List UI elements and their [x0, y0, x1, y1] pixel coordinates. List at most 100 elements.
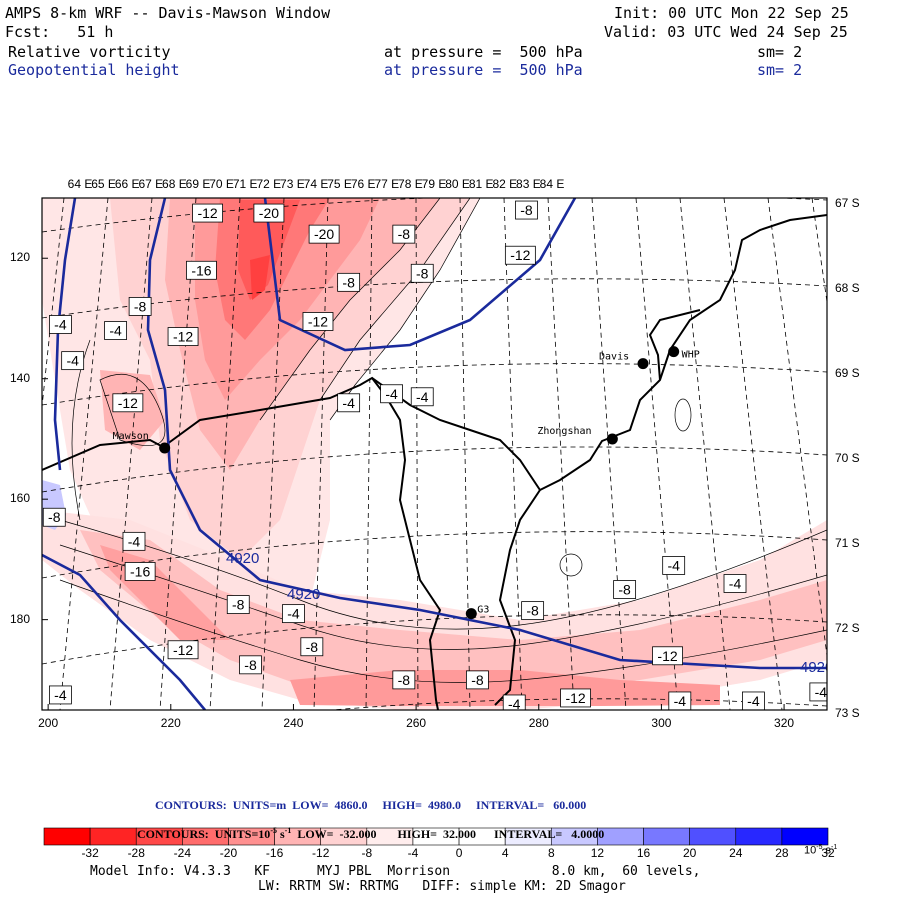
- vort-label-text: -16: [130, 563, 150, 579]
- vort-label-box: [652, 646, 683, 666]
- colorbar-unit-base: 10: [804, 844, 817, 857]
- vort-contour-b: [319, 198, 471, 401]
- field1-level: at pressure = 500 hPa: [384, 43, 583, 61]
- model-physics: LW: RRTM SW: RRTMG DIFF: simple KM: 2D S…: [258, 879, 626, 894]
- vort-label-text: -4: [385, 386, 398, 402]
- x-tick-label: 220: [160, 716, 181, 730]
- vort-label-box: [392, 670, 416, 690]
- vort-label: -8: [466, 670, 489, 690]
- vort-info-tail: LOW= -32.000 HIGH= 32.000 INTERVAL= 4.00…: [291, 827, 605, 841]
- vort-label: -4: [380, 384, 403, 404]
- model-info: Model Info: V4.3.3 KF MYJ PBL Morrison 8…: [90, 864, 701, 879]
- vort-label-text: -8: [306, 639, 319, 655]
- lon-label: 67 E: [138, 177, 164, 191]
- lon-label: 77 E: [374, 177, 400, 191]
- vort-contour-d: [59, 519, 827, 630]
- vort-label-box: [104, 321, 127, 340]
- lon-label: 76 E: [350, 177, 376, 191]
- station-dot: [465, 608, 477, 620]
- lon-label: 71 E: [232, 177, 258, 191]
- station-dot: [637, 358, 649, 370]
- vort-label-box: [42, 507, 66, 527]
- station-label: Zhongshan: [537, 426, 591, 437]
- init-time: Init: 00 UTC Mon 22 Sep 25: [614, 4, 849, 22]
- vort-label-box: [302, 312, 334, 331]
- vort-label-box: [723, 574, 747, 593]
- station-label: Davis: [599, 352, 629, 363]
- vort-label: -20: [253, 203, 285, 223]
- colorbar: [43, 827, 829, 846]
- x-tick-label: 280: [528, 716, 549, 730]
- height-label-4920-c: 4920: [800, 659, 833, 676]
- lon-label: 65 E: [91, 177, 116, 191]
- meridian-68e: [209, 198, 241, 710]
- station-label: WHP: [682, 350, 700, 361]
- colorbar-tick-label: -16: [265, 846, 284, 860]
- meridian-65e: [59, 198, 109, 710]
- parallel-71s: [42, 531, 827, 579]
- vort-info-s: s: [276, 827, 285, 841]
- vort-label: -8: [300, 637, 324, 657]
- x-tick-label: 320: [774, 716, 795, 730]
- map-frame: [41, 197, 828, 711]
- vort-label: -8: [521, 601, 545, 621]
- vort-contour-oval: [674, 398, 692, 432]
- x-tick-label: 260: [406, 716, 427, 730]
- vort-label: -4: [48, 315, 72, 334]
- vort-label-text: -20: [314, 226, 334, 242]
- vort-label-box: [61, 351, 85, 371]
- lon-label: 72 E: [256, 177, 282, 191]
- valid-time: Valid: 03 UTC Wed 24 Sep 25: [604, 23, 848, 41]
- meridian-72e: [415, 198, 419, 710]
- parallel-73s: [327, 698, 827, 710]
- parallel-67s: [42, 198, 827, 233]
- lat-label: 67 S: [835, 196, 860, 210]
- vort-label: -16: [124, 562, 156, 581]
- station-label: G3: [477, 605, 489, 616]
- vort-label-text: -8: [526, 603, 539, 619]
- colorbar-tick-label: 0: [455, 846, 463, 860]
- vort-info-exp: -5: [270, 826, 277, 835]
- meridian-71e: [365, 198, 373, 710]
- vort-label: -12: [112, 393, 144, 413]
- lon-label: 83 E: [516, 177, 541, 191]
- colorbar-swatch: [781, 827, 829, 846]
- vort-label-box: [300, 637, 324, 657]
- lon-label: 81 E: [468, 177, 494, 191]
- vort-label-box: [253, 203, 285, 223]
- vort-label: -4: [742, 691, 765, 710]
- lon-label: 82 E: [492, 177, 518, 191]
- lon-label: 78 E: [398, 177, 423, 191]
- colorbar-tick-label: -20: [219, 846, 238, 860]
- vort-label-box: [48, 685, 72, 705]
- vort-label-box: [560, 688, 591, 708]
- meridian-79e: [723, 198, 783, 710]
- vort-label-box: [122, 531, 146, 551]
- vort-label-box: [337, 272, 361, 292]
- vort-label-text: -4: [815, 684, 828, 700]
- x-tick-label: 240: [283, 716, 304, 730]
- height-contour-sw: [42, 553, 206, 710]
- vort-contour-g: [99, 373, 166, 447]
- colorbar-tick-label: 16: [636, 846, 651, 860]
- vort-label: -8: [42, 507, 66, 527]
- vort-label-text: -20: [259, 205, 279, 221]
- vort-label-box: [613, 580, 637, 599]
- station-dot: [606, 433, 618, 445]
- vort-label-text: -4: [667, 557, 680, 573]
- vort-label: -4: [48, 685, 72, 705]
- vort-label: -4: [410, 387, 434, 407]
- vort-info-units: CONTOURS: UNITS=10: [137, 827, 271, 841]
- vort-label: -4: [104, 321, 127, 340]
- vort-label-text: -4: [128, 533, 141, 549]
- station-dot: [668, 346, 680, 358]
- vort-label-box: [167, 327, 199, 346]
- meridian-77e: [635, 198, 679, 710]
- vort-label: -8: [128, 297, 152, 316]
- vort-label-text: -8: [471, 672, 484, 688]
- vort-label-box: [128, 297, 152, 316]
- vort-label: -8: [226, 595, 250, 614]
- vort-label-box: [410, 387, 434, 407]
- vort-label: -4: [61, 351, 85, 371]
- colorbar-swatch: [597, 827, 644, 846]
